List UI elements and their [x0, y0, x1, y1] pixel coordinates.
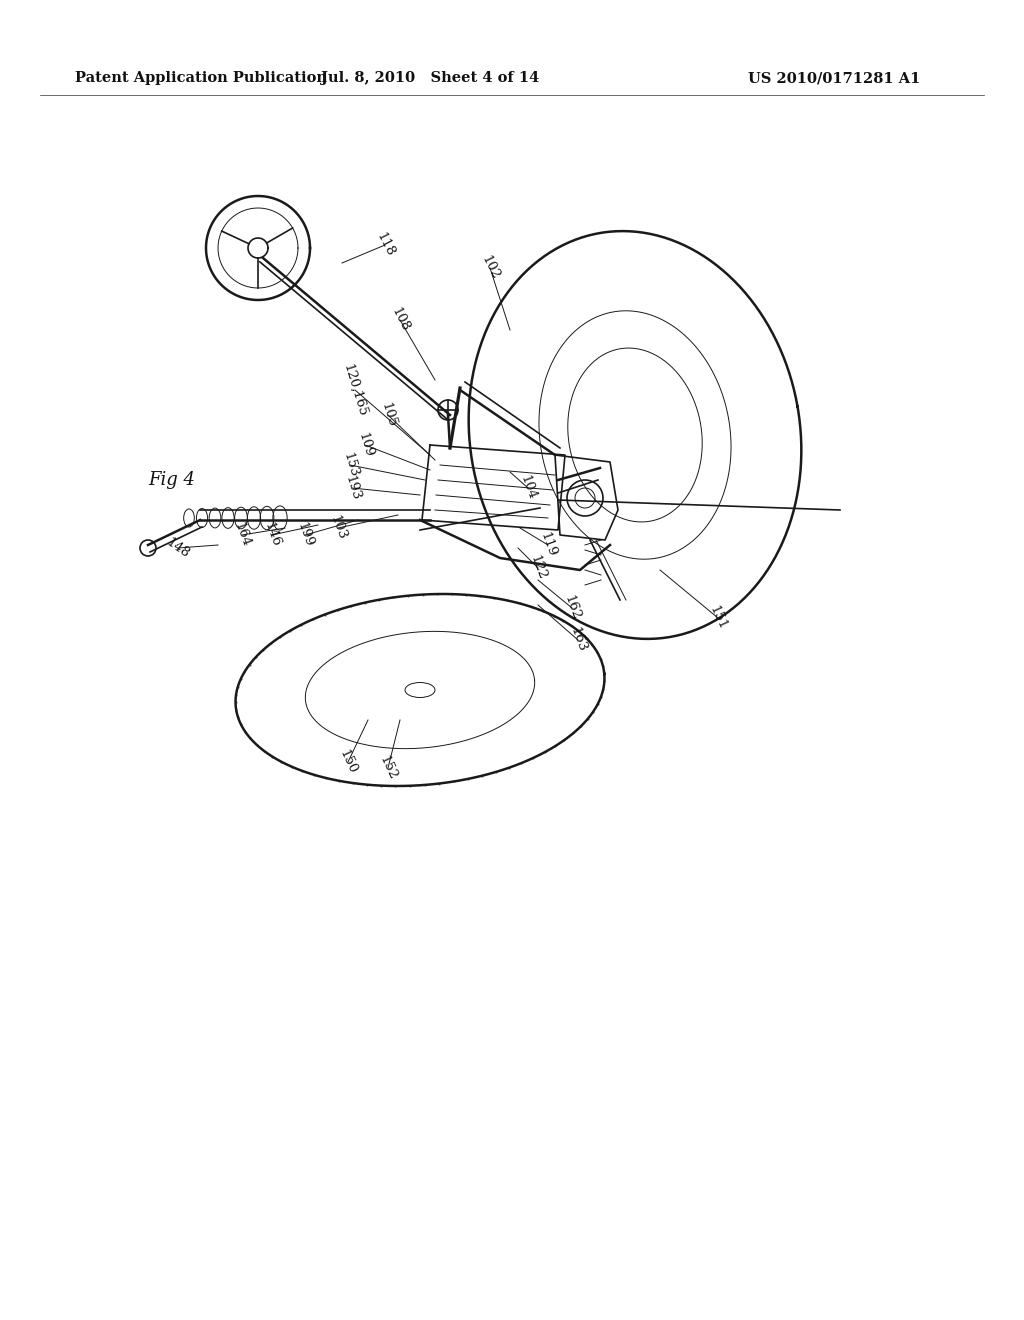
Text: 163: 163: [567, 626, 589, 655]
Text: 153: 153: [340, 451, 359, 479]
Text: 108: 108: [388, 306, 412, 334]
Text: Jul. 8, 2010   Sheet 4 of 14: Jul. 8, 2010 Sheet 4 of 14: [321, 71, 539, 84]
Text: 104: 104: [517, 474, 539, 502]
Text: 150: 150: [337, 748, 359, 776]
Text: 118: 118: [374, 231, 396, 259]
Text: Fig 4: Fig 4: [148, 471, 195, 488]
Text: 120,165: 120,165: [341, 362, 370, 418]
Text: 105: 105: [378, 401, 398, 429]
Text: US 2010/0171281 A1: US 2010/0171281 A1: [748, 71, 920, 84]
Text: 109: 109: [355, 432, 375, 459]
Text: 164: 164: [231, 521, 253, 549]
Text: 146: 146: [261, 521, 283, 549]
Text: 193: 193: [342, 474, 361, 502]
Text: 199: 199: [295, 521, 315, 549]
Text: 151: 151: [707, 603, 729, 632]
Text: 102: 102: [478, 253, 502, 282]
Circle shape: [140, 540, 156, 556]
Text: Patent Application Publication: Patent Application Publication: [75, 71, 327, 84]
Text: 122: 122: [527, 554, 549, 582]
Text: 152: 152: [377, 754, 399, 783]
Text: 103: 103: [328, 513, 348, 543]
Text: 119: 119: [538, 531, 558, 560]
Text: 162: 162: [561, 594, 583, 622]
Text: 148: 148: [164, 536, 193, 561]
